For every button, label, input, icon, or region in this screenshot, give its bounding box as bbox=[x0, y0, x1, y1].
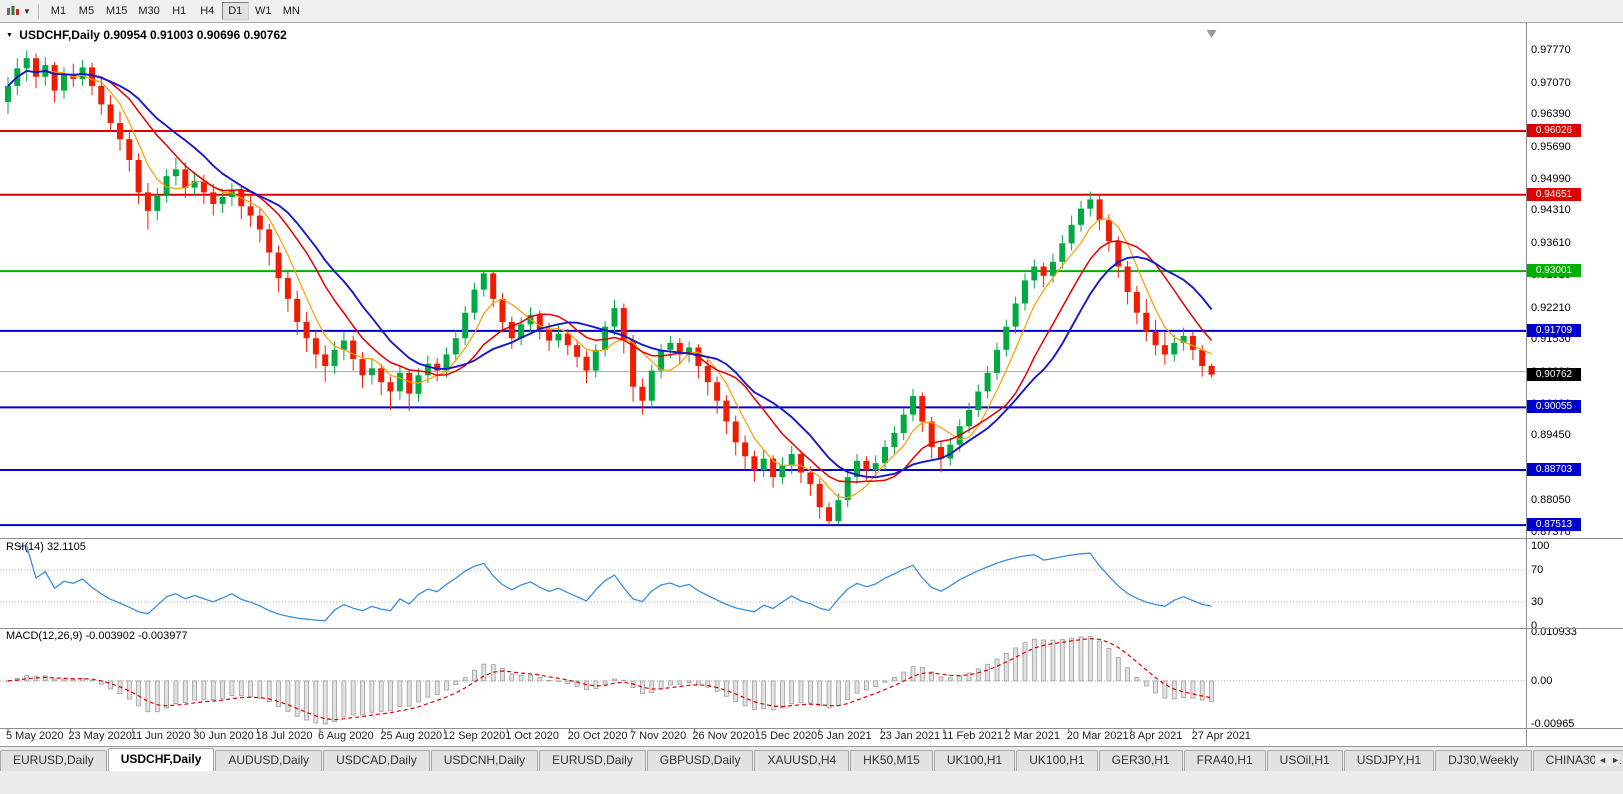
chart-tab-uk100-h1[interactable]: UK100,H1 bbox=[1016, 750, 1098, 771]
date-ticks-layer bbox=[7, 728, 1195, 732]
ma-slow-line bbox=[7, 69, 1213, 479]
price-axis-divider bbox=[1526, 23, 1527, 746]
rsi-name: RSI(14) bbox=[6, 541, 44, 553]
timeframe-button-m30[interactable]: M30 bbox=[138, 5, 160, 17]
chart-tab-gbpusd-daily[interactable]: GBPUSD,Daily bbox=[646, 750, 754, 771]
chart-tab-xauusd-h4[interactable]: XAUUSD,H4 bbox=[754, 750, 850, 771]
tab-scroll-left-icon[interactable]: ◄ bbox=[1598, 755, 1608, 765]
ma-fast-line bbox=[7, 70, 1212, 499]
timeframe-button-h4[interactable]: H4 bbox=[200, 5, 215, 17]
chart-tab-usdcnh-daily[interactable]: USDCNH,Daily bbox=[430, 750, 539, 771]
macd-name: MACD(12,26,9) bbox=[6, 630, 83, 642]
macd-indicator-label: MACD(12,26,9) -0.003902 -0.003977 bbox=[6, 630, 188, 642]
chart-title: ▼ USDCHF,Daily 0.90954 0.91003 0.90696 0… bbox=[6, 28, 287, 42]
timeframe-button-d1[interactable]: D1 bbox=[221, 2, 249, 20]
macd-current-values: -0.003902 -0.003977 bbox=[85, 630, 188, 642]
chart-tab-usdchf-daily[interactable]: USDCHF,Daily bbox=[107, 748, 215, 771]
ma-mid-line bbox=[7, 70, 1213, 483]
timeframe-toolbar: ▼ M1 M5 M15 M30 H1 H4 D1 W1 MN bbox=[0, 0, 1623, 23]
chart-tab-audusd-daily[interactable]: AUDUSD,Daily bbox=[215, 750, 323, 771]
chart-tab-uk100-h1[interactable]: UK100,H1 bbox=[933, 750, 1016, 771]
chart-marker-icon: ▼ bbox=[6, 32, 13, 39]
timeframe-button-h1[interactable]: H1 bbox=[172, 5, 187, 17]
chart-ohlc-values: 0.90954 0.91003 0.90696 0.90762 bbox=[103, 28, 287, 42]
chart-tab-dj30-weekly[interactable]: DJ30,Weekly bbox=[1435, 750, 1532, 771]
window-bottom-edge bbox=[0, 772, 1623, 794]
timeframe-button-m15[interactable]: M15 bbox=[105, 5, 128, 17]
chart-tab-usdcad-daily[interactable]: USDCAD,Daily bbox=[323, 750, 430, 771]
rsi-layer bbox=[0, 545, 1526, 622]
rsi-macd-separator[interactable] bbox=[0, 628, 1623, 629]
macd-layer bbox=[0, 636, 1526, 725]
tab-scroll-buttons: ◄ ► bbox=[1595, 754, 1620, 766]
chart-symbol-label: USDCHF,Daily bbox=[19, 28, 100, 42]
chart-tab-ger30-h1[interactable]: GER30,H1 bbox=[1098, 750, 1183, 771]
chart-type-icon[interactable] bbox=[4, 3, 22, 19]
chart-tabs: EURUSD,Daily USDCHF,Daily AUDUSD,Daily USDC… bbox=[0, 748, 1623, 772]
timeframe-button-w1[interactable]: W1 bbox=[254, 5, 272, 17]
chart-tab-fra40-h1[interactable]: FRA40,H1 bbox=[1183, 750, 1266, 771]
chart-dropdown-caret-icon[interactable]: ▼ bbox=[23, 6, 31, 16]
main-rsi-separator[interactable] bbox=[0, 538, 1623, 539]
timeframe-button-m1[interactable]: M1 bbox=[50, 5, 67, 17]
chart-tab-usdjpy-h1[interactable]: USDJPY,H1 bbox=[1343, 750, 1435, 771]
moving-averages-layer bbox=[7, 69, 1213, 499]
timeframe-button-m5[interactable]: M5 bbox=[78, 5, 95, 17]
right-shift-marker bbox=[1206, 30, 1217, 38]
chart-tab-eurusd-daily[interactable]: EURUSD,Daily bbox=[539, 750, 646, 771]
timeframe-button-mn[interactable]: MN bbox=[282, 5, 300, 17]
chart-tab-hk50-m15[interactable]: HK50,M15 bbox=[850, 750, 933, 771]
candles-layer bbox=[5, 50, 1215, 526]
macd-dates-separator bbox=[0, 728, 1623, 729]
chart-tab-eurusd-daily[interactable]: EURUSD,Daily bbox=[0, 750, 107, 771]
tab-scroll-right-icon[interactable]: ► bbox=[1611, 755, 1620, 765]
toolbar-separator bbox=[37, 3, 39, 19]
rsi-current-value: 32.1105 bbox=[46, 541, 86, 553]
chart-tab-usoil-h1[interactable]: USOil,H1 bbox=[1266, 750, 1343, 771]
chart-tab-bar: EURUSD,Daily USDCHF,Daily AUDUSD,Daily USDC… bbox=[0, 746, 1623, 772]
timeframe-buttons: M1 M5 M15 M30 H1 H4 D1 W1 MN bbox=[45, 2, 306, 20]
rsi-indicator-label: RSI(14) 32.1105 bbox=[6, 541, 86, 553]
